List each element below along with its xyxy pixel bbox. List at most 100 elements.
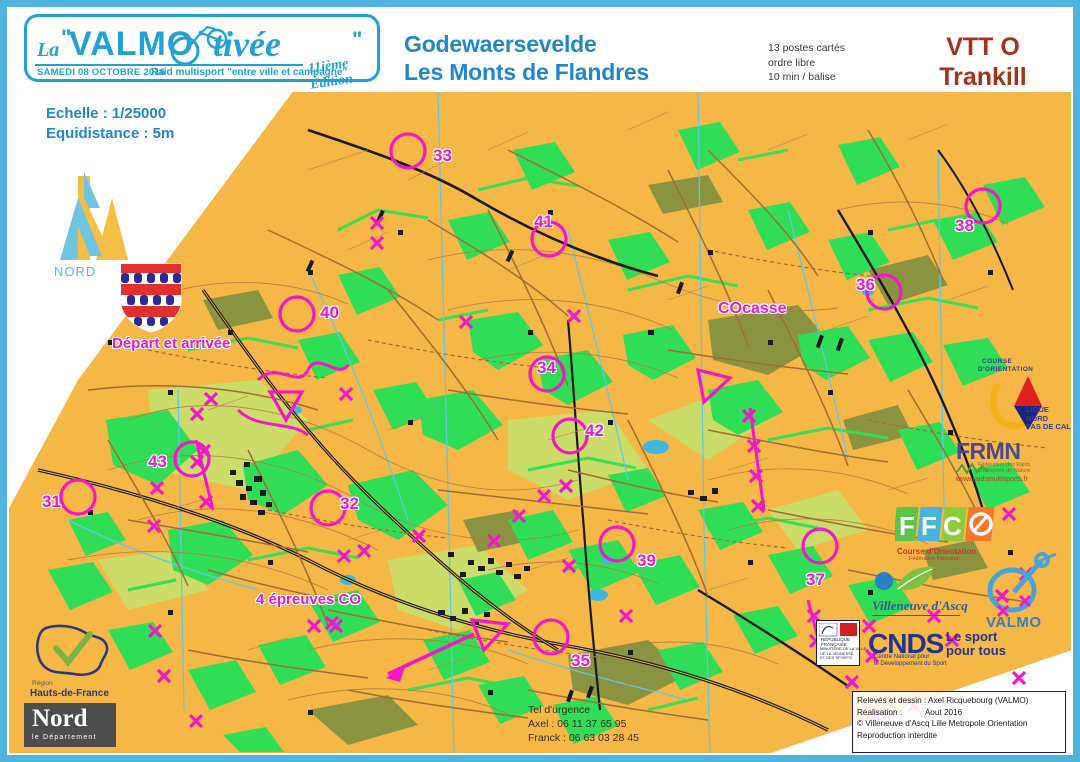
- logo-tagline-text: Raid multisport "entre ville et campagne…: [151, 67, 348, 78]
- nord-departement-logo: Nord le Département: [24, 703, 116, 747]
- nord-region-logo: NORD: [38, 168, 148, 279]
- villeneuve-divider: [872, 615, 960, 616]
- title-line-1: Godewaersevelde: [404, 31, 597, 57]
- control-circle: [598, 525, 636, 563]
- credits-line-2-value: Aout 2016: [924, 707, 963, 717]
- svg-text:F: F: [921, 511, 937, 541]
- co-flag-icon: [989, 376, 1042, 430]
- nord-label: NORD: [54, 264, 97, 279]
- title-line-2: Les Monts de Flandres: [404, 59, 650, 85]
- course-note-2: 10 min / balise: [768, 71, 836, 83]
- control-circle: [530, 220, 568, 258]
- ffco-sub1: Course d'Orientation: [897, 547, 977, 556]
- scale-text: Echelle : 1/25000: [46, 105, 167, 122]
- control-number-37: 37: [806, 570, 825, 589]
- villeneuve-dascq-logo: Villeneuve d'Ascq: [872, 565, 982, 616]
- control-number-42: 42: [585, 421, 604, 440]
- cnds-name: CNDS: [868, 628, 944, 659]
- map-terrain: [8, 90, 1072, 754]
- control-circle: [278, 295, 316, 333]
- course-note-0: 13 postes cartés: [768, 42, 846, 54]
- course-note-1: ordre libre: [768, 56, 816, 69]
- map-label-four-co-events: 4 épreuves CO: [256, 591, 362, 608]
- frmn-name: FRMN: [956, 438, 1021, 464]
- nord-dep-subtitle: le Département: [32, 734, 97, 741]
- cnds-subtitle: Centre National pour le Développement du…: [874, 654, 947, 667]
- map-label-cocasse: COcasse: [718, 300, 787, 317]
- discipline-line-2: Trankill: [939, 63, 1027, 91]
- hauts-de-france-logo: Région Hauts-de-France: [28, 622, 118, 699]
- leaf-icon: [875, 566, 934, 590]
- logo-quote-close: ": [352, 27, 363, 52]
- valmotivee-logo: La " VALMO tivée " 11ième Édition SAMEDI…: [24, 14, 380, 93]
- logo-divider: [35, 64, 303, 66]
- course-notes: 13 postes cartés ordre libre 10 min / ba…: [768, 41, 845, 85]
- control-circle: [532, 618, 570, 656]
- cnds-slogan: Le sport pour tous: [946, 629, 1006, 658]
- marianne-icon: [819, 623, 857, 637]
- control-number-39: 39: [637, 551, 656, 570]
- control-circle: [964, 187, 1002, 225]
- hdf-region-label: Région: [32, 680, 53, 687]
- logo-date-text: SAMEDI 08 OCTOBRE 2016: [37, 67, 166, 78]
- credits-line-3: © Villeneuve d'Ascq Lille Metropole Orie…: [857, 719, 1028, 729]
- control-circle: [59, 478, 97, 516]
- rf-line2: MINISTÈRE DE LA VILLE, DE LA JEUNESSE ET…: [820, 646, 868, 661]
- control-number-40: 40: [320, 303, 339, 322]
- credits-line-2: Réalisation : Aout 2016: [857, 707, 1061, 719]
- logo-quote-open: ": [61, 25, 72, 50]
- credits-box: Relevés et dessin : Axel Ricquebourg (VA…: [852, 691, 1066, 753]
- emergency-title: Tel d'urgence: [528, 704, 591, 716]
- control-circle: [528, 355, 566, 393]
- control-number-38: 38: [955, 216, 974, 235]
- frmn-url[interactable]: www.raidsmultisports.fr: [956, 476, 1028, 483]
- svg-text:C: C: [943, 511, 962, 541]
- discipline-line-1: VTT O: [946, 33, 1020, 61]
- control-number-35: 35: [571, 651, 590, 670]
- ligue-co-line2: D'ORIENTATION: [978, 366, 1034, 373]
- control-circle: [801, 527, 839, 565]
- ffco-sub2: Fédération française: [909, 556, 960, 562]
- emergency-contact-block: Tel d'urgence Axel : 06 11 37 65 95 Fran…: [528, 703, 639, 745]
- credits-line-4: Reproduction interdite: [857, 730, 938, 740]
- villeneuve-name: Villeneuve d'Ascq: [872, 598, 968, 613]
- frmn-sub2: Multisports de Nature: [978, 468, 1031, 474]
- course-overprint: [146, 215, 824, 729]
- control-number-43: 43: [148, 452, 167, 471]
- map-canvas[interactable]: 33 41 38 36 40 34 42 43 31 32 39 37 35 Départ et arr…: [8, 90, 1072, 754]
- frmn-wave-icon: [956, 462, 989, 475]
- control-number-32: 32: [340, 494, 359, 513]
- map-label-start-finish: Départ et arrivée: [112, 335, 231, 352]
- emergency-contact-1: Axel : 06 11 37 65 95: [528, 718, 627, 730]
- svg-text:F: F: [899, 511, 915, 541]
- logo-la-text: La: [37, 39, 60, 61]
- contour-interval-text: Equidistance : 5m: [46, 125, 175, 142]
- discipline-title: VTT O Trankill: [898, 32, 1068, 92]
- frmn-sub1: Fédération des Raids: [978, 462, 1031, 468]
- republique-francaise-logo: RÉPUBLIQUE FRANÇAISE MINISTÈRE DE LA VIL…: [816, 620, 867, 666]
- valmo-logo: VALMO: [980, 550, 1064, 631]
- header: La " VALMO tivée " 11ième Édition SAMEDI…: [8, 8, 1072, 93]
- nord-arrow-icon: [60, 172, 128, 260]
- nord-dep-title: Nord: [32, 705, 88, 732]
- control-number-41: 41: [534, 212, 553, 231]
- control-number-33: 33: [433, 146, 452, 165]
- ligue-co-line1: COURSE: [982, 358, 1013, 365]
- credits-line-1: Relevés et dessin : Axel Ricquebourg (VA…: [857, 696, 1029, 705]
- control-circle: [389, 132, 427, 170]
- control-circle: [865, 273, 903, 311]
- flanders-coat-of-arms-icon: [120, 263, 182, 333]
- rf-line1: RÉPUBLIQUE FRANÇAISE: [821, 637, 851, 647]
- valmo-mark-icon: [987, 552, 1057, 618]
- control-circle: [173, 440, 211, 478]
- ffco-logo: F F C Course d'Orientation Fédération fr…: [893, 503, 1005, 562]
- bicycle-icon: [170, 25, 228, 66]
- map-title: Godewaersevelde Les Monts de Flandres: [404, 30, 649, 86]
- ligue-co-line3: LIGUE NORD PAS DE CALAIS: [1026, 405, 1080, 431]
- control-circles: [59, 132, 1002, 656]
- ffco-mark-icon: F F C: [893, 507, 995, 541]
- scale-info: Echelle : 1/25000 Equidistance : 5m: [46, 104, 174, 144]
- france-outline-icon: [35, 624, 109, 677]
- control-number-36: 36: [856, 275, 875, 294]
